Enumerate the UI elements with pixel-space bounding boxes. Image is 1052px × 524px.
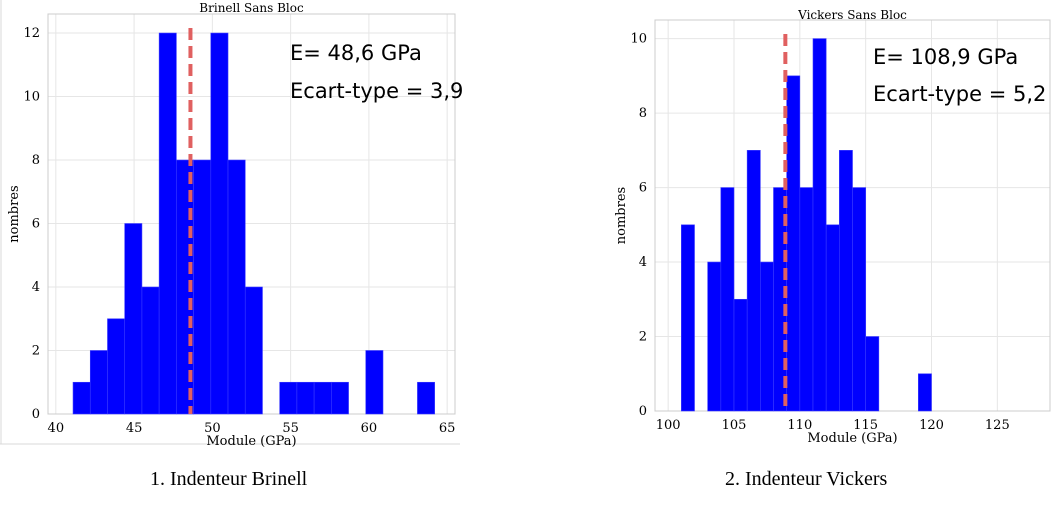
histogram-bar xyxy=(733,298,748,412)
histogram-bar xyxy=(865,336,880,412)
histogram-bar xyxy=(825,224,840,412)
y-tick-label: 6 xyxy=(32,217,40,232)
x-tick-label: 65 xyxy=(439,421,456,436)
y-axis-label: nombres xyxy=(614,187,629,244)
x-tick-label: 100 xyxy=(656,418,681,433)
annotation-mean: E= 108,9 GPa xyxy=(873,45,1018,69)
y-tick-label: 2 xyxy=(32,344,40,359)
y-tick-label: 4 xyxy=(639,255,647,270)
x-tick-label: 110 xyxy=(787,418,812,433)
x-axis-label: Module (GPa) xyxy=(807,431,897,446)
x-tick-label: 115 xyxy=(853,418,878,433)
y-tick-label: 8 xyxy=(639,106,647,121)
x-tick-label: 125 xyxy=(985,418,1010,433)
histogram-bar xyxy=(681,224,695,412)
histogram-bar xyxy=(746,150,761,412)
caption-brinell: 1. Indenteur Brinell xyxy=(150,468,308,490)
y-tick-label: 4 xyxy=(32,280,40,295)
x-tick-label: 50 xyxy=(204,421,221,436)
y-tick-label: 6 xyxy=(639,181,647,196)
y-tick-label: 2 xyxy=(639,330,647,345)
y-axis-label: nombres xyxy=(7,185,22,242)
y-tick-label: 8 xyxy=(32,153,40,168)
y-tick-label: 10 xyxy=(23,90,40,105)
histogram-bar xyxy=(799,187,814,412)
histogram-bar xyxy=(918,373,932,412)
y-tick-label: 0 xyxy=(639,404,647,419)
histogram-bar xyxy=(365,350,384,415)
chart-title: Vickers Sans Bloc xyxy=(797,8,907,22)
x-tick-label: 60 xyxy=(361,421,378,436)
x-tick-label: 120 xyxy=(919,418,944,433)
y-tick-label: 0 xyxy=(32,407,40,422)
histogram-bar xyxy=(720,187,735,412)
x-tick-label: 40 xyxy=(48,421,65,436)
x-tick-label: 45 xyxy=(126,421,143,436)
y-tick-label: 10 xyxy=(630,32,647,47)
chart-title: Brinell Sans Bloc xyxy=(199,1,304,15)
histogram-bar xyxy=(812,38,827,412)
histogram-bar xyxy=(331,381,349,415)
histogram-bar xyxy=(244,286,263,415)
annotation-mean: E= 48,6 GPa xyxy=(290,41,422,65)
histogram-bar xyxy=(839,150,853,412)
annotation-std: Ecart-type = 3,9 xyxy=(290,79,463,103)
histogram-bar xyxy=(707,261,722,412)
histogram-bar xyxy=(786,75,801,412)
x-axis-label: Module (GPa) xyxy=(206,434,296,449)
x-tick-label: 105 xyxy=(722,418,747,433)
x-tick-label: 55 xyxy=(282,421,299,436)
annotation-std: Ecart-type = 5,2 xyxy=(873,82,1046,106)
y-tick-label: 12 xyxy=(23,26,40,41)
histogram-bar xyxy=(760,261,774,412)
caption-vickers: 2. Indenteur Vickers xyxy=(725,468,888,490)
histogram-bar xyxy=(417,381,435,415)
histogram-bar xyxy=(852,187,866,412)
